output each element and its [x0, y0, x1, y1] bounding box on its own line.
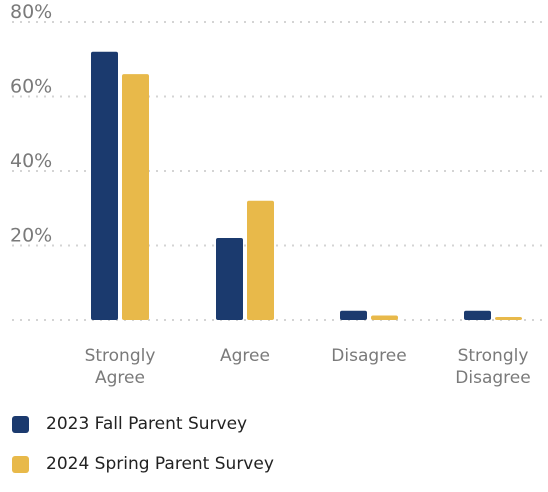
legend-item-series-2: 2024 Spring Parent Survey	[12, 452, 274, 476]
bar-1-disagree	[340, 310, 367, 320]
x-axis-labels: Strongly Agree Agree Disagree Strongly Disagr…	[85, 346, 531, 388]
bar-1-agree	[216, 238, 243, 320]
legend-label-series-1: 2023 Fall Parent Survey	[46, 414, 248, 434]
y-tick-label: 40%	[10, 150, 52, 172]
bars	[91, 51, 522, 321]
bar-1-strongly-agree	[91, 51, 118, 321]
bar-2-disagree	[371, 315, 398, 320]
bar-1-strongly-disagree	[464, 310, 491, 320]
y-tick-label: 20%	[10, 225, 52, 247]
y-axis-ticks: 80% 60% 40% 20%	[10, 1, 52, 247]
legend: 2023 Fall Parent Survey 2024 Spring Pare…	[12, 412, 274, 492]
legend-swatch-series-2	[12, 455, 29, 473]
y-tick-label: 60%	[10, 76, 52, 98]
x-category-label: Strongly Agree	[85, 346, 156, 388]
legend-swatch-series-1	[12, 415, 29, 433]
legend-item-series-1: 2023 Fall Parent Survey	[12, 412, 274, 436]
x-category-label: Disagree	[331, 346, 406, 366]
legend-label-series-2: 2024 Spring Parent Survey	[46, 454, 274, 474]
y-tick-label: 80%	[10, 1, 52, 23]
bar-2-agree	[247, 200, 274, 320]
bar-2-strongly-disagree	[495, 317, 522, 320]
x-category-label: Strongly Disagree	[455, 346, 530, 388]
x-category-label: Agree	[220, 346, 270, 366]
bar-2-strongly-agree	[122, 74, 149, 321]
